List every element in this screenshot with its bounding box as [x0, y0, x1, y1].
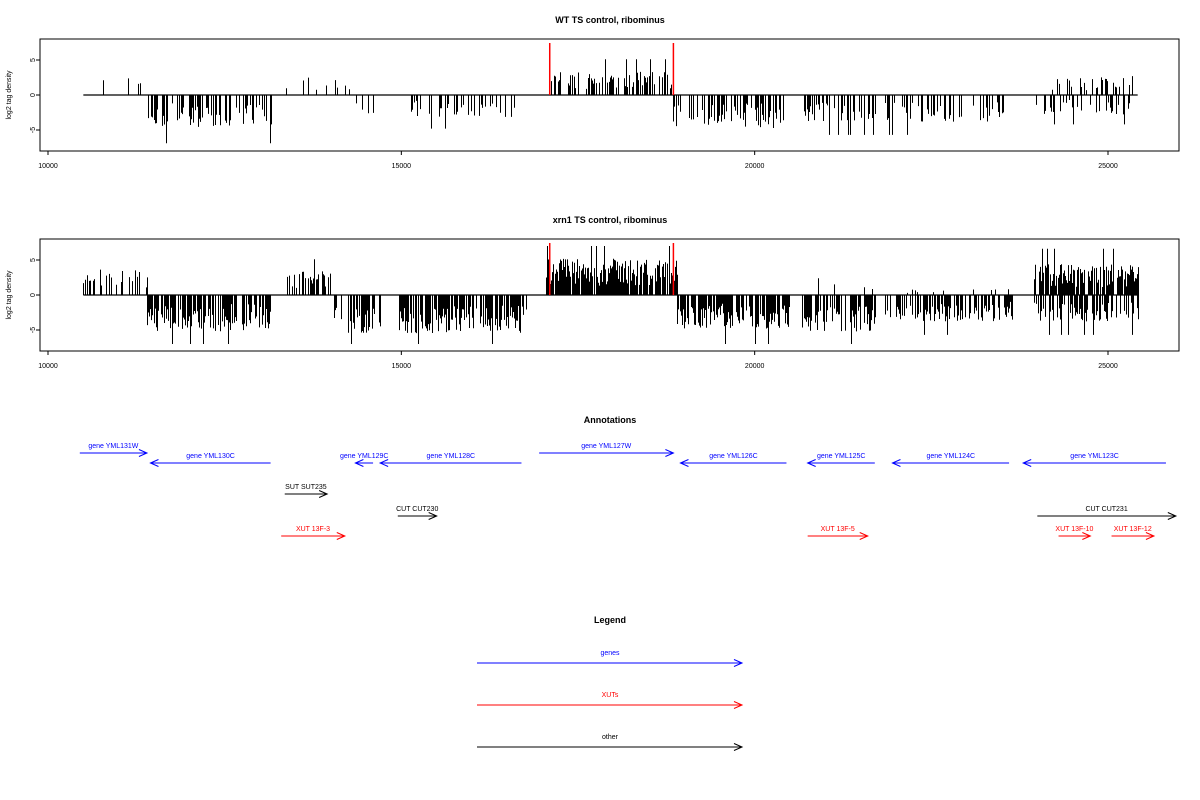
annotation-label: XUT 13F-5: [821, 526, 855, 533]
annotation-label: CUT CUT230: [396, 506, 438, 513]
annotation-label: gene YML123C: [1070, 453, 1119, 460]
annotation-arrow: XUT 13F-3: [281, 526, 347, 540]
x-tick-label: 25000: [1098, 163, 1118, 170]
x-tick-label: 25000: [1098, 363, 1118, 370]
y-tick-label: 0: [30, 93, 37, 97]
arrow-head: [665, 449, 675, 457]
legend-title: Legend: [594, 615, 626, 625]
annotation-arrow: SUT SUT235: [284, 484, 329, 498]
y-tick-label: -5: [30, 127, 37, 133]
arrow-head: [733, 659, 744, 667]
annotation-arrow: gene YML127W: [539, 443, 675, 457]
annotation-label: XUT 13F-12: [1114, 526, 1152, 533]
arrow-head: [138, 449, 149, 457]
track-panel-1: WT TS control, ribominus log2 tag density…: [6, 15, 1180, 170]
legend-label: XUTs: [602, 692, 619, 699]
annotation-arrow: gene YML123C: [1021, 453, 1166, 467]
annotation-label: gene YML127W: [581, 443, 631, 450]
y-tick-label: 0: [30, 293, 37, 297]
legend-panel: Legend genes XUTs other: [477, 615, 744, 751]
annotation-arrow: gene YML124C: [891, 453, 1010, 467]
arrow-head: [318, 490, 329, 498]
track-title: xrn1 TS control, ribominus: [553, 215, 668, 225]
arrow-head: [806, 459, 816, 467]
x-tick-label: 20000: [745, 363, 765, 370]
arrow-head: [733, 743, 744, 751]
x-tick-label: 10000: [38, 363, 58, 370]
y-axis-label: log2 tag density: [6, 70, 13, 120]
annotation-label: gene YML124C: [927, 453, 976, 460]
annotation-arrow: gene YML130C: [149, 453, 271, 467]
annotation-label: gene YML126C: [709, 453, 758, 460]
legend-entry: XUTs: [477, 692, 744, 709]
x-tick-label: 10000: [38, 163, 58, 170]
annotation-arrow: gene YML126C: [679, 453, 787, 467]
annotation-arrow: XUT 13F-5: [807, 526, 869, 540]
arrow-head: [859, 532, 869, 540]
annotation-arrow: gene YML131W: [79, 443, 149, 457]
annotation-label: CUT CUT231: [1085, 506, 1127, 513]
arrow-head: [1145, 532, 1156, 540]
x-tick-label: 15000: [392, 363, 412, 370]
annotation-arrow: gene YML128C: [378, 453, 522, 467]
y-tick-label: -5: [30, 327, 37, 333]
y-tick-label: 5: [30, 258, 37, 262]
annotation-label: gene YML129C: [340, 453, 389, 460]
bar-series: [83, 246, 1139, 344]
annotation-arrow: gene YML129C: [340, 453, 389, 467]
y-tick-label: 5: [30, 58, 37, 62]
track-title: WT TS control, ribominus: [555, 15, 665, 25]
legend-label: other: [602, 734, 619, 741]
annotation-label: gene YML130C: [186, 453, 235, 460]
annotation-arrow: CUT CUT230: [396, 506, 438, 520]
annotation-label: XUT 13F-10: [1055, 526, 1093, 533]
arrow-head: [428, 512, 438, 520]
annotation-arrow: CUT CUT231: [1037, 506, 1178, 520]
arrow-head: [733, 701, 744, 709]
annotation-label: SUT SUT235: [285, 484, 327, 491]
annotation-label: gene YML131W: [88, 443, 138, 450]
annotations-title: Annotations: [584, 415, 637, 425]
arrow-head: [679, 459, 689, 467]
annotation-arrow: XUT 13F-10: [1055, 526, 1094, 540]
arrow-head: [378, 459, 389, 467]
arrow-head: [336, 532, 347, 540]
annotation-arrow: gene YML125C: [806, 453, 875, 467]
x-tick-label: 15000: [392, 163, 412, 170]
x-tick-label: 20000: [745, 163, 765, 170]
y-axis-label: log2 tag density: [6, 270, 13, 320]
legend-entry: other: [477, 734, 744, 751]
arrow-head: [1167, 512, 1178, 520]
annotations-panel: Annotations gene YML131W gene YML130C gene …: [79, 415, 1178, 540]
legend-label: genes: [600, 650, 620, 657]
arrow-head: [149, 459, 159, 467]
annotation-label: XUT 13F-3: [296, 526, 330, 533]
arrow-head: [891, 459, 901, 467]
bar-series: [103, 59, 1133, 144]
arrow-head: [354, 459, 364, 467]
arrow-head: [1082, 532, 1092, 540]
arrow-head: [1021, 459, 1032, 467]
legend-entry: genes: [477, 650, 744, 667]
annotation-label: gene YML128C: [427, 453, 476, 460]
track-panel-2: xrn1 TS control, ribominus log2 tag densi…: [6, 215, 1180, 370]
annotation-label: gene YML125C: [817, 453, 866, 460]
annotation-arrow: XUT 13F-12: [1111, 526, 1156, 540]
